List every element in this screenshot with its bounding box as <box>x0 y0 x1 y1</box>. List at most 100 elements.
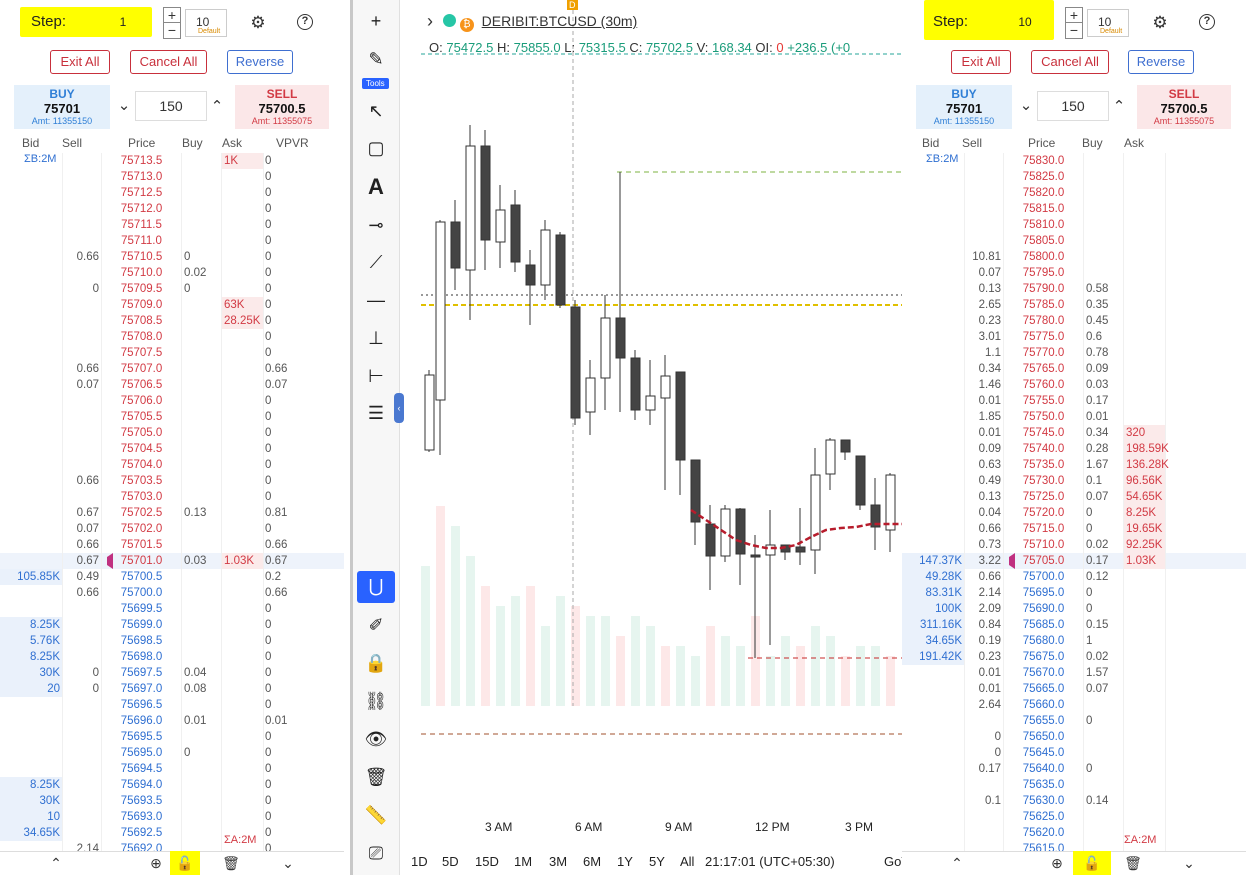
ladder-row[interactable]: 75615.0 <box>902 841 1246 851</box>
ladder-row[interactable]: 1.46 75760.0 0.03 <box>902 377 1246 393</box>
ladder-row[interactable]: 75820.0 <box>902 185 1246 201</box>
trash-tool-icon[interactable]: 🗑 <box>364 767 388 787</box>
ladder-row[interactable]: 0.73 75710.0 0.02 92.25K <box>902 537 1246 553</box>
scroll-up-icon[interactable]: ⌃ <box>951 855 963 871</box>
ladder-row[interactable]: 75711.5 0 <box>0 217 344 233</box>
qty-input[interactable]: 10 Default <box>1087 9 1129 37</box>
ladder-row[interactable]: 2.65 75785.0 0.35 <box>902 297 1246 313</box>
gear-icon[interactable]: ⚙ <box>250 13 266 32</box>
unlock-icon[interactable]: 🔓 <box>1083 855 1101 871</box>
scroll-down-icon[interactable]: ⌄ <box>1183 855 1195 871</box>
ladder-row[interactable]: 75711.0 0 <box>0 233 344 249</box>
ladder-row[interactable]: 147.37K 3.22 75705.0 0.17 1.03K <box>902 553 1246 569</box>
center-icon[interactable]: ⊕ <box>1051 855 1063 871</box>
exit-all-button[interactable]: Exit All <box>50 50 110 74</box>
range-button[interactable]: 1Y <box>617 854 633 869</box>
ladder-row[interactable]: 75705.5 0 <box>0 409 344 425</box>
ladder-row[interactable]: 0.66 75700.0 0.66 <box>0 585 344 601</box>
rectangle-icon[interactable]: ▢ <box>367 138 385 158</box>
ladder-row[interactable]: 8.25K 75698.0 0 <box>0 649 344 665</box>
ladder-row[interactable]: 0.1 75630.0 0.14 <box>902 793 1246 809</box>
help-icon[interactable]: ? <box>1199 14 1215 30</box>
cursor-icon[interactable]: ↖ <box>368 101 384 121</box>
exit-all-button[interactable]: Exit All <box>951 50 1011 74</box>
horizontal-line-icon[interactable]: — <box>367 290 385 310</box>
ladder-row[interactable]: 191.42K 0.23 75675.0 0.02 <box>902 649 1246 665</box>
step-input[interactable]: 10 <box>1018 15 1032 29</box>
ladder-row[interactable]: 0.67 75701.0 0.03 1.03K 0.67 <box>0 553 344 569</box>
range-button[interactable]: 15D <box>475 854 499 869</box>
ladder-row[interactable]: 0 75709.5 0 0 <box>0 281 344 297</box>
ladder-row[interactable]: 75705.0 0 <box>0 425 344 441</box>
trash-icon[interactable]: 🗑 <box>222 855 240 871</box>
ladder-row[interactable]: 75696.5 0 <box>0 697 344 713</box>
buy-button[interactable]: BUY 75701 Amt: 11355150 <box>916 85 1012 129</box>
ladder-row[interactable]: 75713.0 0 <box>0 169 344 185</box>
unlock-icon[interactable]: 🔓 <box>176 855 194 871</box>
ladder-row[interactable]: 0.63 75735.0 1.67 136.28K <box>902 457 1246 473</box>
ladder-row[interactable]: 0.07 75702.0 0 <box>0 521 344 537</box>
step-stepper[interactable]: + − <box>163 7 181 39</box>
ladder-row[interactable]: 34.65K 75692.5 0 <box>0 825 344 841</box>
ladder-row[interactable]: 75699.5 0 <box>0 601 344 617</box>
ladder-row[interactable]: 0.17 75640.0 0 <box>902 761 1246 777</box>
minus-icon[interactable]: − <box>1069 22 1079 38</box>
ladder-row[interactable]: 75712.5 0 <box>0 185 344 201</box>
ladder-row[interactable]: 75815.0 <box>902 201 1246 217</box>
ladder-row[interactable]: 75625.0 <box>902 809 1246 825</box>
ladder-row[interactable]: 0.34 75765.0 0.09 <box>902 361 1246 377</box>
range-button[interactable]: 3M <box>549 854 568 869</box>
reverse-button[interactable]: Reverse <box>227 50 293 74</box>
ladder-row[interactable]: 0.13 75725.0 0.07 54.65K <box>902 489 1246 505</box>
ladder-row[interactable]: 75708.0 0 <box>0 329 344 345</box>
range-button[interactable]: 5Y <box>649 854 665 869</box>
ladder-row[interactable]: 0.67 75702.5 0.13 0.81 <box>0 505 344 521</box>
symbol-title[interactable]: DERIBIT:BTCUSD (30m) <box>481 13 638 29</box>
ladder-row[interactable]: 0.01 75755.0 0.17 <box>902 393 1246 409</box>
ladder-row[interactable]: 311.16K 0.84 75685.0 0.15 <box>902 617 1246 633</box>
ruler-icon[interactable]: 📏 <box>364 805 388 825</box>
ladder-row[interactable]: 34.65K 0.19 75680.0 1 <box>902 633 1246 649</box>
text-icon[interactable]: A <box>368 174 384 199</box>
range-button[interactable]: 6M <box>583 854 602 869</box>
ladder-row[interactable]: 3.01 75775.0 0.6 <box>902 329 1246 345</box>
range-button[interactable]: 1D <box>411 854 428 869</box>
ladder-row[interactable]: 75635.0 <box>902 777 1246 793</box>
chevron-down-icon[interactable]: ⌄ <box>1019 97 1033 114</box>
ladder-row[interactable]: 1.1 75770.0 0.78 <box>902 345 1246 361</box>
horizontal-ray-icon[interactable]: ⊸ <box>368 215 384 235</box>
ladder-row[interactable]: 75712.0 0 <box>0 201 344 217</box>
scroll-up-icon[interactable]: ⌃ <box>50 855 62 871</box>
ladder-row[interactable]: 10 75693.0 0 <box>0 809 344 825</box>
ladder-row[interactable]: 5.76K 75698.5 0 <box>0 633 344 649</box>
chevron-right-icon[interactable]: › <box>427 11 433 31</box>
ladder-row[interactable]: 75825.0 <box>902 169 1246 185</box>
ladder-row[interactable]: 0.66 75703.5 0 <box>0 473 344 489</box>
indicators-icon[interactable]: ☰ <box>367 403 385 423</box>
ladder-row[interactable]: 75620.0 <box>902 825 1246 841</box>
ladder-row[interactable]: 8.25K 75699.0 0 <box>0 617 344 633</box>
ladder-row[interactable]: 30K 0 75697.5 0.04 0 <box>0 665 344 681</box>
ladder-row[interactable]: 75704.0 0 <box>0 457 344 473</box>
lock-drawing-icon[interactable]: ✐ <box>368 615 384 635</box>
minus-icon[interactable]: − <box>167 22 177 38</box>
chevron-up-icon[interactable]: ⌃ <box>1112 98 1126 115</box>
range-button[interactable]: 1M <box>514 854 533 869</box>
ladder-row[interactable]: 0.01 75665.0 0.07 <box>902 681 1246 697</box>
pencil-icon[interactable]: ✎ <box>368 49 384 69</box>
ladder-row[interactable]: 75694.5 0 <box>0 761 344 777</box>
link-icon[interactable]: ⛓ <box>364 691 388 711</box>
sell-button[interactable]: SELL 75700.5 Amt: 11355075 <box>1137 85 1231 129</box>
collapse-toolbar-button[interactable]: ‹ <box>394 393 404 423</box>
eye-icon[interactable]: 👁 <box>364 729 388 749</box>
ladder-row[interactable]: 0.01 75670.0 1.57 <box>902 665 1246 681</box>
range-button[interactable]: All <box>680 854 695 869</box>
step-stepper[interactable]: + − <box>1065 7 1083 39</box>
chevron-down-icon[interactable]: ⌄ <box>117 97 131 114</box>
chart-canvas[interactable] <box>403 0 905 875</box>
ladder-row[interactable]: 75695.5 0 <box>0 729 344 745</box>
ladder-row[interactable]: 0.23 75780.0 0.45 <box>902 313 1246 329</box>
crosshair-icon[interactable]: + <box>370 11 382 31</box>
ladder-row[interactable]: 0 75645.0 <box>902 745 1246 761</box>
ladder-row[interactable]: 0.04 75720.0 0 8.25K <box>902 505 1246 521</box>
